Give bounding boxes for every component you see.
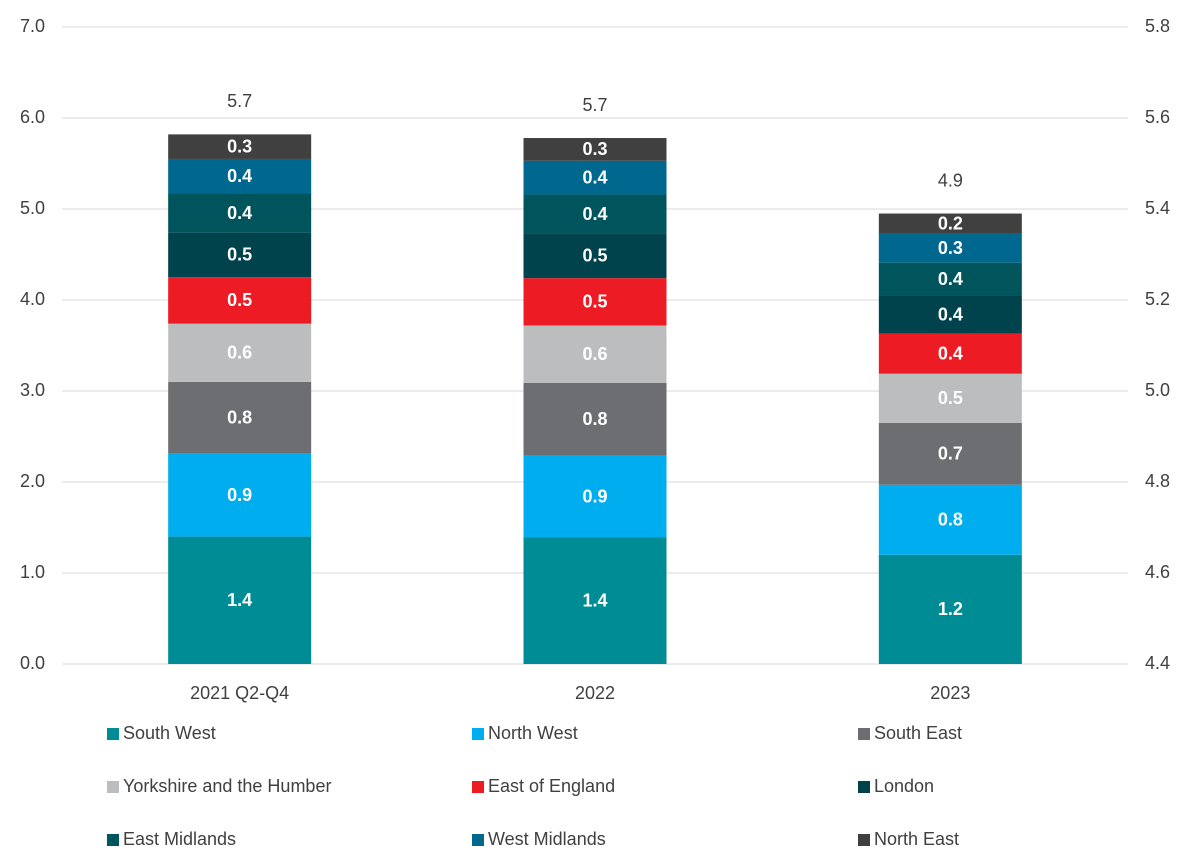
data-label: 0.5 [227, 245, 252, 265]
legend-swatch [472, 834, 484, 846]
data-label: 0.5 [227, 290, 252, 310]
data-label: 0.8 [227, 408, 252, 428]
total-label: 5.7 [227, 91, 252, 111]
bar-segment [878, 262, 1022, 296]
data-label: 0.4 [938, 269, 963, 289]
legend-swatch [858, 728, 870, 740]
data-label: 0.7 [938, 444, 963, 464]
bar-segment [878, 422, 1022, 485]
bar-segment [168, 134, 312, 159]
bar-segment [523, 194, 667, 234]
y-tick-label: 7.0 [20, 16, 45, 36]
bar-segment [523, 138, 667, 161]
y-tick-label: 5.0 [20, 198, 45, 218]
bar-segment [168, 232, 312, 278]
legend-swatch [107, 728, 119, 740]
legend-swatch [107, 781, 119, 793]
bar-segment [523, 455, 667, 538]
y-tick-label: 0.0 [20, 653, 45, 673]
y2-tick-label: 5.0 [1145, 380, 1170, 400]
bar-segment [523, 233, 667, 279]
y2-tick-label: 4.4 [1145, 653, 1170, 673]
bar-segment [168, 323, 312, 382]
x-tick-label: 2021 Q2-Q4 [190, 683, 289, 703]
legend-label: West Midlands [488, 829, 606, 849]
legend-swatch [107, 834, 119, 846]
data-label: 0.4 [582, 167, 607, 187]
legend-swatch [472, 781, 484, 793]
y2-tick-label: 5.4 [1145, 198, 1170, 218]
legend-label: North West [488, 723, 578, 743]
data-label: 0.5 [938, 388, 963, 408]
bar-segment [878, 213, 1022, 234]
legend-label: London [874, 776, 934, 796]
bar-segment [523, 160, 667, 195]
bar-segment [878, 554, 1022, 664]
data-label: 0.9 [582, 486, 607, 506]
data-label: 0.3 [582, 139, 607, 159]
bar-segment [168, 381, 312, 454]
data-label: 0.5 [582, 292, 607, 312]
legend-label: East of England [488, 776, 615, 796]
y2-tick-label: 5.6 [1145, 107, 1170, 127]
legend-swatch [472, 728, 484, 740]
bar-segment [878, 333, 1022, 374]
data-label: 1.4 [582, 591, 607, 611]
data-label: 0.4 [938, 343, 963, 363]
y2-tick-label: 5.2 [1145, 289, 1170, 309]
legend-label: Yorkshire and the Humber [123, 776, 331, 796]
bar-segment [523, 537, 667, 664]
data-label: 0.2 [938, 213, 963, 233]
bar-segment [878, 295, 1022, 334]
y-tick-label: 4.0 [20, 289, 45, 309]
data-label: 1.4 [227, 590, 252, 610]
x-tick-label: 2022 [575, 683, 615, 703]
data-label: 0.3 [938, 238, 963, 258]
legend-label: South West [123, 723, 216, 743]
y2-tick-label: 5.8 [1145, 16, 1170, 36]
legend-swatch [858, 781, 870, 793]
bar-segment [168, 158, 312, 194]
x-tick-label: 2023 [930, 683, 970, 703]
y2-tick-label: 4.6 [1145, 562, 1170, 582]
bar-segment [168, 277, 312, 324]
data-label: 0.5 [582, 246, 607, 266]
data-label: 0.4 [938, 304, 963, 324]
y-tick-label: 6.0 [20, 107, 45, 127]
data-label: 0.4 [227, 203, 252, 223]
bar-segment [878, 373, 1022, 423]
bar-segment [878, 233, 1022, 263]
total-label: 5.7 [582, 95, 607, 115]
data-label: 0.8 [938, 510, 963, 530]
bar-segment [523, 278, 667, 326]
bar-segment [523, 325, 667, 383]
data-label: 0.6 [582, 344, 607, 364]
data-label: 0.9 [227, 485, 252, 505]
y2-tick-label: 4.8 [1145, 471, 1170, 491]
legend-label: North East [874, 829, 959, 849]
y-tick-label: 3.0 [20, 380, 45, 400]
data-label: 1.2 [938, 599, 963, 619]
data-label: 0.6 [227, 343, 252, 363]
data-label: 0.4 [227, 166, 252, 186]
bar-segment [168, 453, 312, 537]
legend-label: South East [874, 723, 962, 743]
bar-segment [878, 484, 1022, 555]
data-label: 0.4 [582, 204, 607, 224]
data-label: 0.3 [227, 136, 252, 156]
bar-segment [168, 536, 312, 664]
legend-label: East Midlands [123, 829, 236, 849]
total-label: 4.9 [938, 170, 963, 190]
y-tick-label: 1.0 [20, 562, 45, 582]
bar-segment [523, 382, 667, 456]
legend-swatch [858, 834, 870, 846]
bar-segment [168, 193, 312, 233]
y-tick-label: 2.0 [20, 471, 45, 491]
data-label: 0.8 [582, 409, 607, 429]
